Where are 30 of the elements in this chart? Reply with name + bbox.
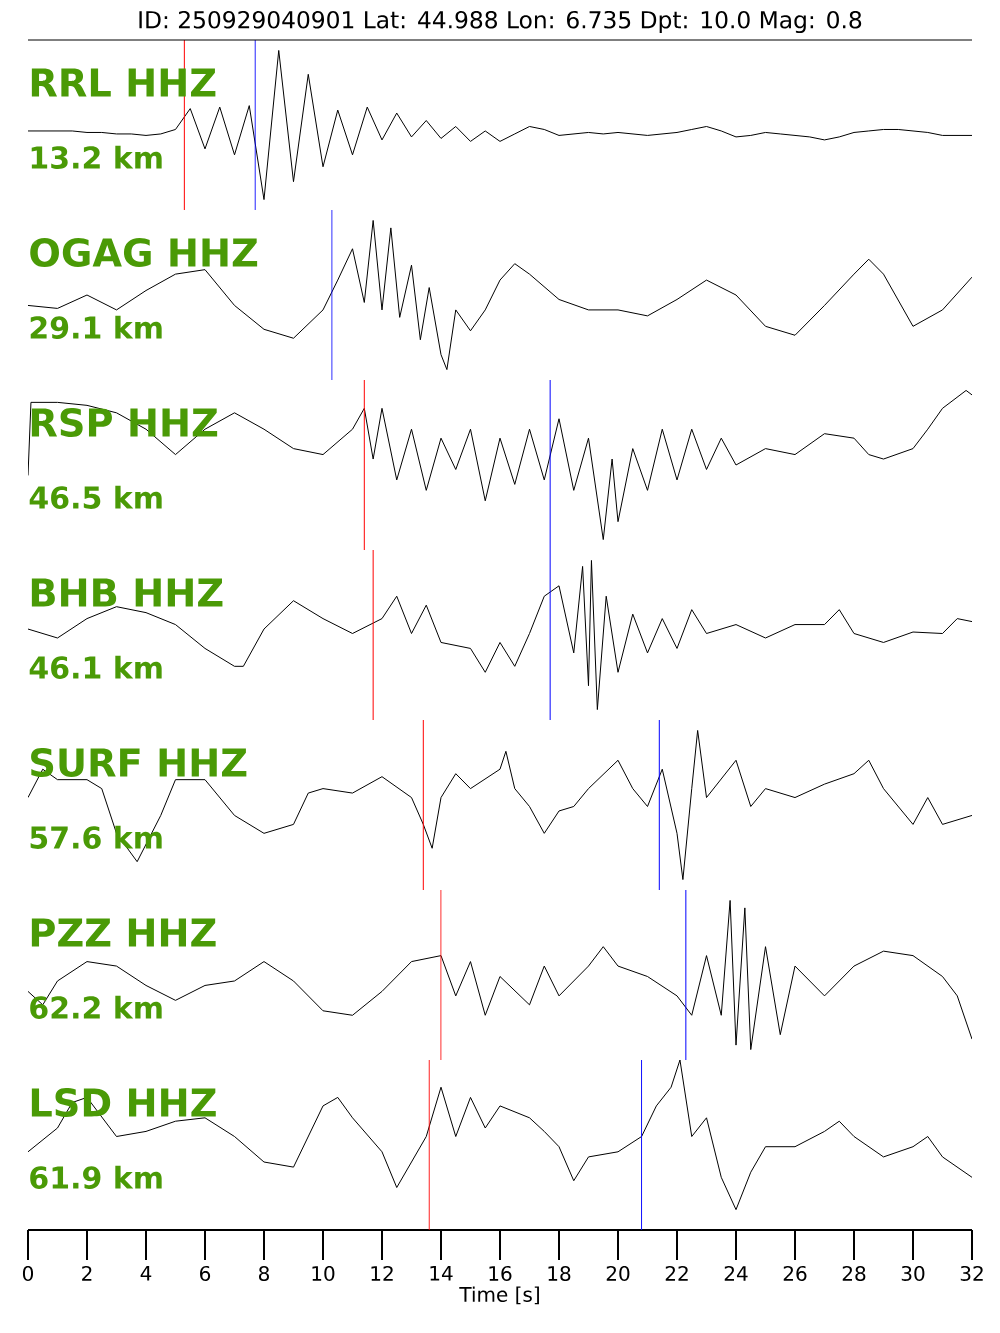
chart-title: RSP HHZ <box>31 407 218 438</box>
x-tick-label: 4 <box>140 1265 152 1281</box>
chart-title: BHB HHZ <box>31 578 223 607</box>
text: 62.2 km <box>30 995 162 1019</box>
text: 46.1 km <box>29 655 162 679</box>
x-tick-label: 16 <box>489 1265 512 1282</box>
text: 29.1 km <box>30 315 162 339</box>
text: 13.2 km <box>31 145 162 169</box>
x-tick-label: 8 <box>259 1265 269 1282</box>
x-tick-label: 12 <box>371 1265 393 1281</box>
x-tick-label: 0 <box>22 1265 34 1282</box>
x-tick-label: 6 <box>200 1265 211 1282</box>
chart-title: OGAG HHZ <box>30 237 258 268</box>
x-tick-label: 26 <box>783 1265 807 1282</box>
x-tick-label: 28 <box>842 1265 866 1282</box>
text: 46.5 km <box>29 485 162 509</box>
chart-title: PZZ HHZ <box>31 918 216 947</box>
x-tick-label: 22 <box>665 1265 688 1281</box>
x-tick-label: 2 <box>82 1265 92 1281</box>
x-tick-label: 18 <box>548 1265 571 1282</box>
text: ID: 250929040901 Lat: 44.988 Lon: 6.735 Dpt: 10.0 Mag: 0.8 <box>139 10 862 34</box>
x-axis-title: Time [s] <box>459 1286 539 1305</box>
x-tick-label: 32 <box>960 1265 983 1282</box>
x-tick-label: 10 <box>312 1265 335 1282</box>
x-tick-label: 20 <box>606 1265 630 1282</box>
x-tick-label: 14 <box>430 1265 453 1281</box>
text: 61.9 km <box>30 1165 162 1189</box>
x-tick-label: 30 <box>901 1265 925 1282</box>
x-tick-label: 24 <box>724 1265 748 1281</box>
chart-title: SURF HHZ <box>31 748 247 778</box>
